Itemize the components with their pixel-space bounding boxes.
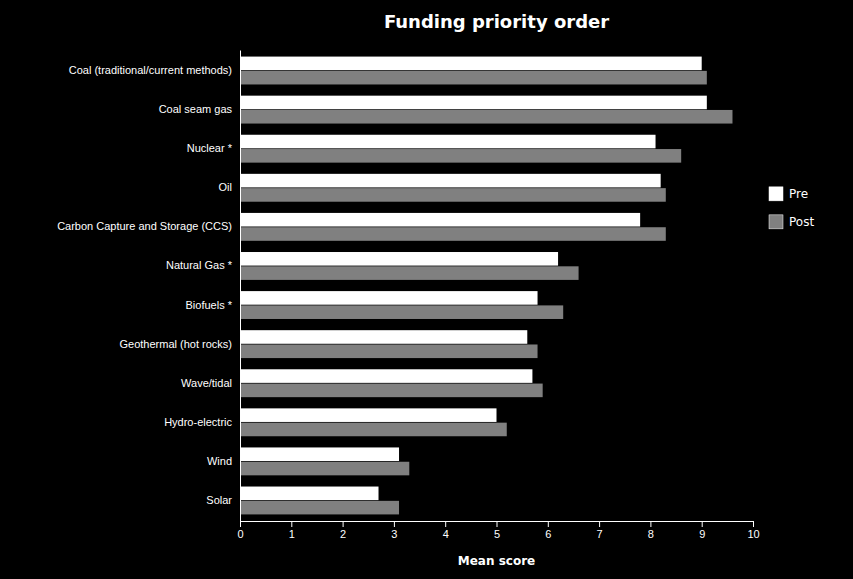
x-tick-mark: [548, 521, 549, 527]
y-tick-label: Nuclear *: [187, 142, 233, 154]
x-tick: 4: [443, 521, 449, 540]
y-tick: Oil: [219, 181, 232, 193]
y-tick-label: Carbon Capture and Storage (CCS): [57, 220, 232, 232]
bar: [240, 266, 579, 280]
x-tick-mark: [394, 521, 395, 527]
bars: [240, 57, 732, 515]
y-tick-label: Wave/tidal: [181, 377, 232, 389]
y-tick-label: Wind: [207, 455, 232, 467]
x-tick-mark: [240, 521, 241, 527]
y-tick-label: Biofuels *: [186, 299, 233, 311]
legend-item: Post: [769, 215, 814, 229]
bar: [240, 252, 558, 266]
title: Funding priority order: [384, 11, 609, 32]
bar: [240, 188, 666, 202]
x-axis-line: [241, 522, 754, 528]
x-axis-title: Mean score: [458, 554, 535, 568]
y-axis-line: [240, 51, 241, 522]
y-tick: Coal seam gas: [159, 103, 233, 115]
legend-label: Pre: [789, 187, 808, 201]
x-tick: 10: [747, 521, 759, 540]
bar: [240, 174, 661, 188]
x-tick-mark: [343, 521, 344, 527]
bar: [240, 408, 497, 422]
bar: [240, 487, 379, 501]
bar: [240, 57, 702, 71]
y-tick: Solar: [206, 494, 232, 506]
x-tick: 3: [391, 521, 397, 540]
y-tick-label: Hydro-electric: [164, 416, 232, 428]
y-tick: Biofuels *: [186, 299, 233, 311]
bar: [240, 227, 666, 241]
bar: [240, 291, 538, 305]
x-tick: 9: [699, 521, 705, 540]
x-tick-label: 4: [443, 528, 449, 540]
bar: [240, 305, 563, 319]
x-tick-label: 9: [699, 528, 705, 540]
bar-series: [240, 71, 732, 515]
bar: [240, 213, 640, 227]
bar: [240, 96, 707, 110]
x-tick-label: 6: [545, 528, 551, 540]
y-tick: Carbon Capture and Storage (CCS): [57, 220, 232, 232]
x-tick-label: 7: [597, 528, 603, 540]
bar: [240, 149, 681, 163]
y-tick-label: Natural Gas *: [166, 259, 233, 271]
x-tick: 2: [340, 521, 346, 540]
x-tick-mark: [702, 521, 703, 527]
bar: [240, 447, 399, 461]
x-tick-mark: [291, 521, 292, 527]
x-tick: 1: [289, 521, 295, 540]
x-axis: 0 1 2 3 4 5 6 7 8 9 10: [237, 521, 759, 540]
y-axis: Coal (traditional/current methods) Coal s…: [57, 51, 240, 522]
y-tick: Hydro-electric: [164, 416, 232, 428]
bar: [240, 501, 399, 515]
x-tick-mark: [650, 521, 651, 527]
bar: [240, 384, 543, 398]
x-tick-label: 1: [289, 528, 295, 540]
x-tick: 7: [597, 521, 603, 540]
x-tick-mark: [599, 521, 600, 527]
x-tick-mark: [445, 521, 446, 527]
bar: [240, 135, 656, 149]
y-tick: Coal (traditional/current methods): [69, 64, 232, 76]
legend-swatch: [769, 187, 783, 201]
background: [0, 0, 853, 579]
y-tick-label: Coal seam gas: [159, 103, 233, 115]
x-tick-label: 8: [648, 528, 654, 540]
y-tick-label: Coal (traditional/current methods): [69, 64, 232, 76]
legend-swatch: [769, 215, 783, 229]
y-tick-label: Solar: [206, 494, 232, 506]
legend: Pre Post: [769, 187, 814, 229]
x-tick: 6: [545, 521, 551, 540]
legend-item: Pre: [769, 187, 808, 201]
bar: [240, 71, 707, 85]
legend-label: Post: [789, 215, 814, 229]
y-tick: Geothermal (hot rocks): [120, 338, 232, 350]
y-tick: Nuclear *: [187, 142, 233, 154]
x-tick-label: 2: [340, 528, 346, 540]
y-tick-label: Oil: [219, 181, 232, 193]
x-tick-mark: [753, 521, 754, 527]
bar: [240, 110, 732, 124]
bar: [240, 344, 538, 358]
x-tick-mark: [497, 521, 498, 527]
bar: [240, 369, 532, 383]
x-tick-label: 0: [237, 528, 243, 540]
y-tick-label: Geothermal (hot rocks): [120, 338, 232, 350]
plot: 0 1 2 3 4 5 6 7 8 9 10 Coal (traditional/current me…: [57, 51, 760, 540]
x-tick-label: 10: [747, 528, 759, 540]
bar: [240, 423, 507, 437]
x-tick-label: 3: [391, 528, 397, 540]
x-tick: 5: [494, 521, 500, 540]
y-tick: Natural Gas *: [166, 259, 233, 271]
x-tick: 0: [237, 521, 243, 540]
bar: [240, 462, 409, 476]
chart: 0 1 2 3 4 5 6 7 8 9 10 Coal (traditional/current me…: [0, 0, 853, 579]
x-tick: 8: [648, 521, 654, 540]
y-tick: Wave/tidal: [181, 377, 232, 389]
y-tick: Wind: [207, 455, 232, 467]
bar: [240, 330, 527, 344]
x-tick-label: 5: [494, 528, 500, 540]
